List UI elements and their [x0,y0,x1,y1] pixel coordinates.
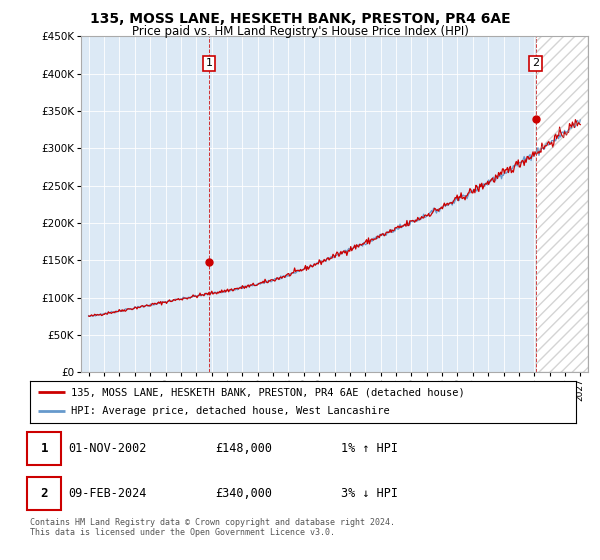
Text: HPI: Average price, detached house, West Lancashire: HPI: Average price, detached house, West… [71,407,390,417]
Text: 01-NOV-2002: 01-NOV-2002 [68,442,146,455]
Text: Contains HM Land Registry data © Crown copyright and database right 2024.
This d: Contains HM Land Registry data © Crown c… [30,518,395,538]
Text: 3% ↓ HPI: 3% ↓ HPI [341,487,398,500]
Text: £340,000: £340,000 [215,487,272,500]
Bar [536,36,588,372]
Text: 2: 2 [532,58,539,68]
Text: 1: 1 [40,442,48,455]
Text: 135, MOSS LANE, HESKETH BANK, PRESTON, PR4 6AE: 135, MOSS LANE, HESKETH BANK, PRESTON, P… [89,12,511,26]
Text: 1: 1 [205,58,212,68]
FancyBboxPatch shape [27,432,61,465]
FancyBboxPatch shape [27,477,61,510]
Text: £148,000: £148,000 [215,442,272,455]
Text: 2: 2 [40,487,48,500]
Text: 135, MOSS LANE, HESKETH BANK, PRESTON, PR4 6AE (detached house): 135, MOSS LANE, HESKETH BANK, PRESTON, P… [71,387,465,397]
Bar [536,36,588,372]
Text: 09-FEB-2024: 09-FEB-2024 [68,487,146,500]
Text: 1% ↑ HPI: 1% ↑ HPI [341,442,398,455]
Text: Price paid vs. HM Land Registry's House Price Index (HPI): Price paid vs. HM Land Registry's House … [131,25,469,38]
